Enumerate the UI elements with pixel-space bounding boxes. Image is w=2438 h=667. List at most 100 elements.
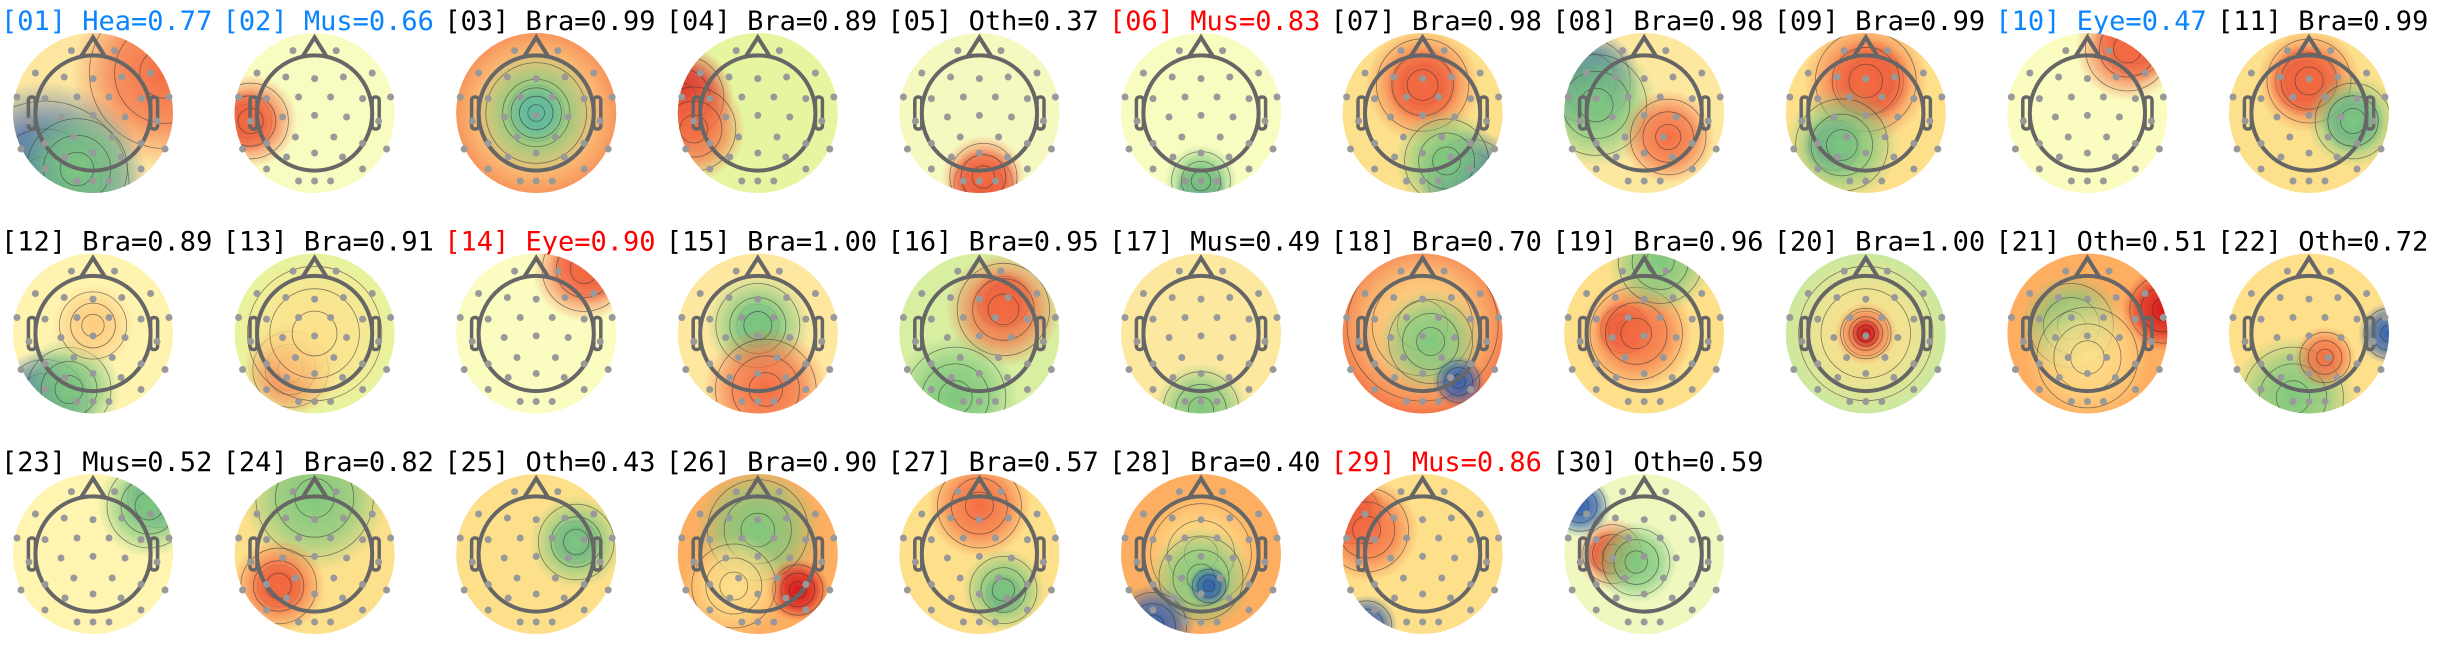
electrode-marker	[1704, 558, 1712, 566]
electrode-marker	[1640, 75, 1648, 83]
electrode-marker	[678, 93, 686, 101]
electrode-marker	[327, 314, 335, 321]
electrode-marker	[475, 69, 483, 77]
contour-line	[253, 560, 305, 612]
electrode-marker	[2276, 294, 2284, 301]
electrode-marker	[1619, 488, 1627, 496]
electrode-marker	[500, 334, 508, 341]
electrode-marker	[1669, 294, 1677, 301]
electrode-marker	[1023, 386, 1031, 393]
nose-outline	[1408, 474, 1437, 499]
contour-line	[938, 380, 973, 414]
electrode-marker	[754, 618, 762, 626]
electrode-marker	[754, 370, 762, 377]
electrode-marker	[1419, 516, 1427, 524]
component-title: [03] Bra=0.99	[444, 6, 655, 37]
contour-line	[991, 578, 1016, 602]
electrode-marker	[359, 386, 367, 393]
topomap-component: [26] Bra=0.90	[666, 447, 877, 634]
electrode-marker	[1438, 133, 1446, 141]
right-ear-outline	[592, 315, 603, 352]
electrode-marker	[330, 133, 338, 141]
electrode-marker	[17, 145, 25, 153]
electrode-marker	[802, 139, 810, 147]
electrode-marker	[1121, 314, 1129, 321]
electrode-marker	[1621, 354, 1629, 361]
electrode-marker	[1391, 374, 1399, 381]
electrode-marker	[2115, 113, 2123, 121]
contour-line	[291, 310, 338, 357]
electrode-marker	[2067, 177, 2075, 185]
electrode-marker	[31, 290, 39, 297]
electrode-marker	[1440, 47, 1448, 55]
contour-line	[274, 474, 355, 538]
electrode-marker	[108, 133, 116, 141]
electrode-marker	[118, 294, 126, 301]
nose-outline	[522, 33, 550, 58]
contour-line	[2316, 348, 2334, 367]
electrode-marker	[561, 73, 569, 81]
electrode-marker	[60, 514, 68, 522]
electrode-marker	[2369, 338, 2377, 345]
topomap-component: [13] Bra=0.91	[223, 227, 434, 414]
electrode-marker	[105, 534, 113, 542]
electrode-marker	[532, 516, 540, 524]
electrode-marker	[726, 374, 734, 381]
electrode-marker	[1343, 93, 1351, 101]
contour-line	[2084, 33, 2168, 92]
electrode-marker	[359, 580, 367, 588]
component-title: [02] Mus=0.66	[223, 6, 434, 37]
electrode-marker	[1139, 510, 1147, 518]
electrode-marker	[782, 153, 790, 161]
electrode-marker	[1403, 534, 1411, 542]
electrode-marker	[1007, 554, 1015, 562]
electrode-marker	[696, 290, 704, 297]
electrode-marker	[89, 75, 97, 83]
electrode-marker	[1467, 360, 1475, 368]
electrode-marker	[475, 290, 483, 297]
electrode-marker	[564, 113, 572, 121]
electrode-marker	[137, 139, 145, 147]
electrode-marker	[738, 618, 746, 626]
electrode-marker	[2257, 386, 2265, 393]
contour-line	[2380, 324, 2389, 343]
electrode-marker	[959, 534, 967, 542]
contour-line	[527, 104, 545, 122]
electrode-marker	[1919, 69, 1927, 77]
electrode-marker	[2062, 47, 2070, 55]
electrode-marker	[1894, 113, 1902, 121]
electrode-marker	[2229, 93, 2237, 101]
component-title: [25] Oth=0.43	[444, 447, 655, 478]
electrode-marker	[1181, 93, 1189, 101]
electrode-marker	[2083, 295, 2091, 303]
electrode-marker	[580, 536, 588, 544]
contour-line	[1203, 580, 1216, 593]
electrode-marker	[1656, 618, 1664, 626]
electrode-marker	[1197, 398, 1205, 405]
electrode-marker	[513, 133, 521, 141]
contour-line	[2294, 66, 2324, 96]
electrode-marker	[1197, 618, 1205, 626]
electrode-marker	[995, 354, 1003, 361]
left-ear-outline	[469, 536, 481, 572]
contour-line	[691, 543, 777, 629]
electrode-marker	[279, 334, 287, 341]
electrode-marker	[1226, 514, 1234, 522]
electrode-marker	[1178, 354, 1186, 361]
electrode-marker	[1390, 73, 1398, 81]
electrode-marker	[311, 332, 319, 340]
electrode-marker	[339, 73, 347, 81]
left-ear-outline	[913, 536, 924, 572]
electrode-marker	[1564, 534, 1572, 542]
electrode-marker	[1387, 554, 1395, 562]
electrode-marker	[548, 618, 556, 626]
electrode-marker	[532, 552, 540, 560]
electrode-marker	[475, 510, 483, 518]
nose-outline	[2295, 33, 2323, 58]
electrode-marker	[1435, 618, 1443, 626]
electrode-marker	[903, 586, 911, 594]
electrode-marker	[153, 558, 161, 566]
electrode-marker	[956, 354, 964, 361]
electrode-marker	[1213, 398, 1221, 405]
